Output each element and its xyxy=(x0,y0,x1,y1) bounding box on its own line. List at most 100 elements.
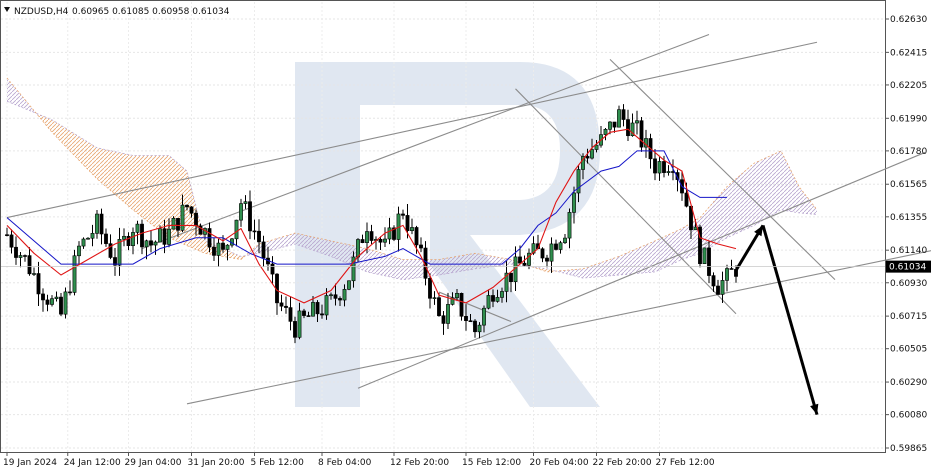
candle-body xyxy=(248,201,252,232)
cloud-segment xyxy=(601,261,606,277)
chart-frame xyxy=(0,0,886,453)
candle-body xyxy=(621,109,626,120)
cloud-segment xyxy=(394,256,399,279)
cloud-segment xyxy=(344,243,349,265)
candle-body xyxy=(113,257,117,266)
trend-lines[interactable] xyxy=(6,34,931,405)
trend-line[interactable] xyxy=(515,88,737,315)
candle-body xyxy=(707,247,711,276)
candle-body xyxy=(491,295,495,302)
candle-body xyxy=(257,230,261,243)
y-tick-label: 0.60715 xyxy=(890,312,927,322)
candle-body xyxy=(446,304,450,324)
cloud-segment xyxy=(673,230,678,264)
candle-body xyxy=(234,219,239,240)
candle-body xyxy=(392,227,396,240)
cloud-segment xyxy=(808,198,813,215)
cloud-segment xyxy=(466,254,471,271)
candle-body xyxy=(297,310,302,338)
cloud-segment xyxy=(88,142,93,175)
cloud-segment xyxy=(317,237,322,254)
cloud-segment xyxy=(326,239,331,257)
candle-body xyxy=(464,315,468,321)
cloud-segment xyxy=(223,248,228,258)
candle-body xyxy=(432,297,437,299)
cloud-segment xyxy=(227,250,232,258)
cloud-segment xyxy=(295,233,300,246)
cloud-segment xyxy=(745,167,750,230)
cloud-segment xyxy=(470,253,475,270)
cloud-segment xyxy=(277,237,282,249)
x-tick-label: 31 Jan 20:00 xyxy=(188,458,245,468)
candle-body xyxy=(36,273,41,295)
trend-line[interactable] xyxy=(186,241,931,405)
candle-body xyxy=(9,234,14,248)
cloud-segment xyxy=(92,144,97,179)
candle-body xyxy=(617,109,621,128)
cloud-segment xyxy=(614,256,619,276)
trend-line[interactable] xyxy=(438,291,512,323)
cloud-segment xyxy=(340,242,345,263)
candle-body xyxy=(504,272,509,292)
candle-body xyxy=(23,255,27,257)
cloud-segment xyxy=(812,204,817,215)
candle-body xyxy=(122,235,126,240)
cloud-segment xyxy=(83,139,88,170)
cloud-segment xyxy=(191,188,196,250)
trend-line[interactable] xyxy=(609,58,836,281)
candle-body xyxy=(486,295,491,309)
trend-line[interactable] xyxy=(6,41,818,219)
cloud-segment xyxy=(443,257,448,275)
cloud-segment xyxy=(187,171,192,248)
candle-body xyxy=(716,285,720,295)
candle-body xyxy=(81,238,86,247)
x-tick-label: 20 Feb 04:00 xyxy=(530,458,589,468)
candle-body xyxy=(473,320,477,333)
candle-body xyxy=(405,215,410,232)
trend-line[interactable] xyxy=(141,34,710,250)
candle-body xyxy=(585,156,590,159)
candle-body xyxy=(77,245,81,257)
candle-body xyxy=(27,255,32,275)
candle-body xyxy=(108,243,113,258)
cloud-segment xyxy=(403,259,408,280)
candle-body xyxy=(243,201,248,204)
candle-body xyxy=(126,235,131,247)
candle-body xyxy=(180,204,185,231)
cloud-segment xyxy=(74,133,79,161)
y-tick-label: 0.61140 xyxy=(890,246,927,256)
x-tick-label: 24 Jan 12:00 xyxy=(64,458,121,468)
candle-body xyxy=(140,223,144,248)
candle-body xyxy=(216,242,221,256)
candle-body xyxy=(576,169,581,194)
candle-body xyxy=(401,213,405,216)
candle-body xyxy=(441,315,446,324)
cloud-segment xyxy=(484,254,489,268)
cloud-segment xyxy=(254,243,259,255)
cloud-segment xyxy=(799,186,804,214)
candle-body xyxy=(54,296,59,299)
candle-body xyxy=(603,129,608,135)
cloud-segment xyxy=(286,234,291,247)
candle-body xyxy=(437,297,441,317)
cloud-segment xyxy=(362,247,367,272)
candle-body xyxy=(554,243,558,250)
cloud-segment xyxy=(650,240,655,273)
y-tick-label: 0.60080 xyxy=(890,411,927,421)
cloud-segment xyxy=(119,152,124,203)
candle-body xyxy=(324,295,329,316)
candle-body xyxy=(194,212,198,227)
cloud-segment xyxy=(115,151,120,199)
collapse-triangle-icon[interactable] xyxy=(4,7,10,12)
cloud-segment xyxy=(560,270,565,274)
cloud-segment xyxy=(155,155,160,231)
candle-body xyxy=(653,158,657,174)
y-tick-label: 0.62415 xyxy=(890,48,927,58)
candle-body xyxy=(572,192,576,213)
candle-body xyxy=(86,237,90,240)
cloud-segment xyxy=(722,186,727,241)
candle-body xyxy=(18,255,23,258)
candle-body xyxy=(612,121,617,128)
plot-border xyxy=(0,0,886,453)
